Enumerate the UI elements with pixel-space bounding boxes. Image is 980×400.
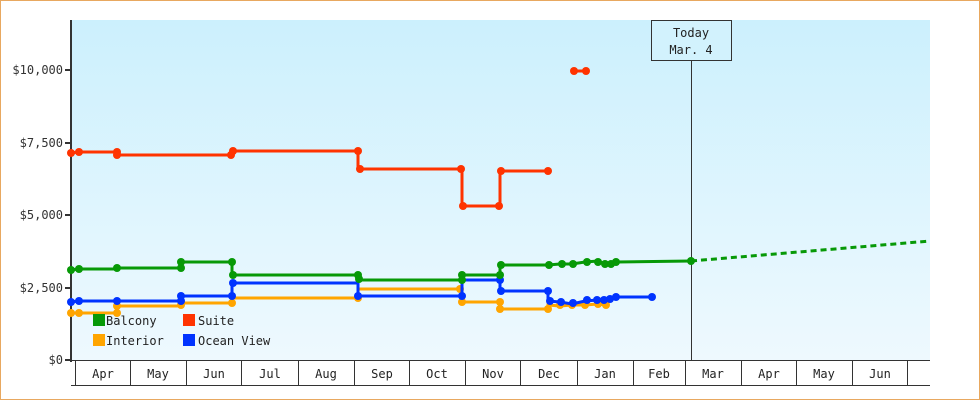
series-suite bbox=[67, 67, 590, 210]
x-tick-label: Apr bbox=[92, 367, 114, 381]
x-tick-label: Jul bbox=[259, 367, 281, 381]
x-tick-label: Mar bbox=[702, 367, 724, 381]
legend-swatch-suite bbox=[183, 314, 195, 326]
x-tick-label: Dec bbox=[538, 367, 560, 381]
x-tick-label: May bbox=[813, 367, 835, 381]
legend: Balcony Suite Interior Ocean View bbox=[93, 314, 271, 348]
today-marker: Today Mar. 4 bbox=[651, 20, 732, 360]
legend-label-balcony: Balcony bbox=[106, 314, 157, 328]
series-ocean-view bbox=[67, 276, 656, 307]
legend-swatch-ocean-view bbox=[183, 334, 195, 346]
today-label: Today bbox=[673, 26, 709, 40]
y-ticks: $0 $2,500 $5,000 $7,500 $10,000 bbox=[12, 63, 71, 367]
series-balcony bbox=[67, 239, 931, 284]
x-tick-label: Jan bbox=[594, 367, 616, 381]
x-axis bbox=[71, 360, 930, 386]
x-tick-label: Jun bbox=[869, 367, 891, 381]
x-tick-label: Nov bbox=[482, 367, 504, 381]
y-tick-label: $2,500 bbox=[20, 281, 63, 295]
legend-label-ocean-view: Ocean View bbox=[198, 334, 271, 348]
x-tick-labels: Apr May Jun Jul Aug Sep Oct Nov Dec Jan … bbox=[92, 367, 891, 381]
x-tick-label: Aug bbox=[315, 367, 337, 381]
legend-label-interior: Interior bbox=[106, 334, 164, 348]
today-date: Mar. 4 bbox=[669, 43, 712, 57]
x-tick-label: Sep bbox=[371, 367, 393, 381]
x-tick-label: Jun bbox=[203, 367, 225, 381]
legend-swatch-interior bbox=[93, 334, 105, 346]
x-tick-label: Apr bbox=[758, 367, 780, 381]
x-tick-label: Oct bbox=[426, 367, 448, 381]
x-tick-label: Feb bbox=[648, 367, 670, 381]
x-tick-label: May bbox=[147, 367, 169, 381]
y-tick-label: $10,000 bbox=[12, 63, 63, 77]
legend-label-suite: Suite bbox=[198, 314, 234, 328]
y-tick-label: $7,500 bbox=[20, 136, 63, 150]
y-tick-label: $5,000 bbox=[20, 208, 63, 222]
y-tick-label: $0 bbox=[49, 353, 63, 367]
legend-swatch-balcony bbox=[93, 314, 105, 326]
